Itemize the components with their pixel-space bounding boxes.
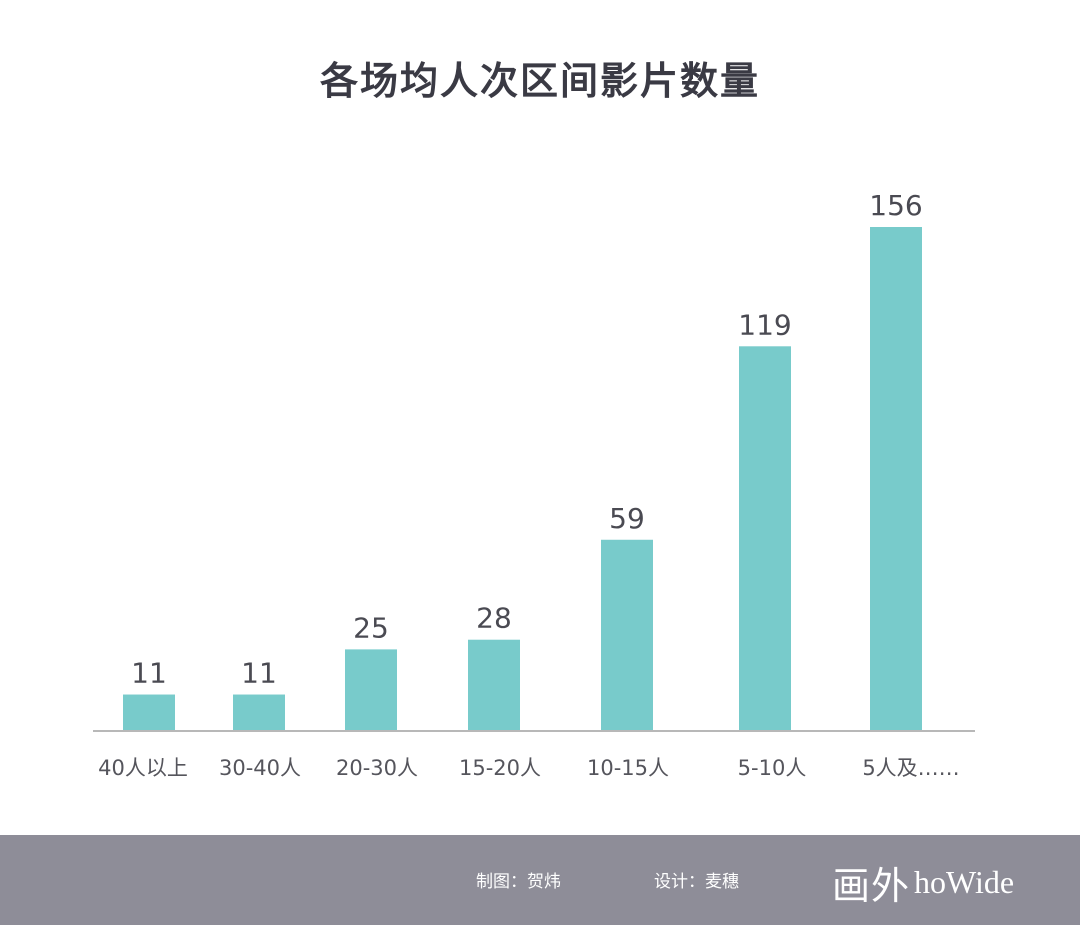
design-credit: 设计：麦穗	[654, 872, 739, 892]
bar-5	[601, 539, 653, 730]
bar-3	[345, 649, 397, 730]
value-label-6: 119	[738, 308, 791, 341]
category-label-7: 5人及……	[862, 756, 959, 780]
brand-logo-cn: 画外	[832, 864, 911, 908]
category-label-6: 5-10人	[738, 756, 807, 780]
chart-title: 各场均人次区间影片数量	[319, 59, 760, 103]
value-label-5: 59	[609, 502, 645, 535]
value-label-2: 11	[241, 657, 277, 690]
brand-logo-en: hoWide	[914, 864, 1015, 900]
category-label-5: 10-15人	[587, 756, 669, 780]
value-label-3: 25	[353, 611, 389, 644]
category-label-2: 30-40人	[219, 756, 301, 780]
value-label-7: 156	[869, 189, 922, 222]
bar-6	[739, 346, 791, 730]
brand-logo: 画外 hoWide	[832, 855, 1014, 910]
value-label-4: 28	[476, 602, 512, 635]
chart-credit: 制图：贺炜	[476, 872, 561, 892]
bar-4	[468, 639, 520, 730]
footer-bar: 制图：贺炜 设计：麦穗 画外 hoWide	[0, 835, 1080, 925]
category-label-1: 40人以上	[98, 756, 188, 780]
category-label-3: 20-30人	[336, 756, 418, 780]
value-label-1: 11	[131, 657, 167, 690]
bar-2	[233, 694, 285, 730]
bar-1	[123, 694, 175, 730]
category-label-4: 15-20人	[459, 756, 541, 780]
bar-7	[870, 227, 922, 730]
bar-chart: 11 11 25 28 59 119 156 40人以上 30-40人 20-30人 15-20人 1…	[93, 189, 975, 780]
